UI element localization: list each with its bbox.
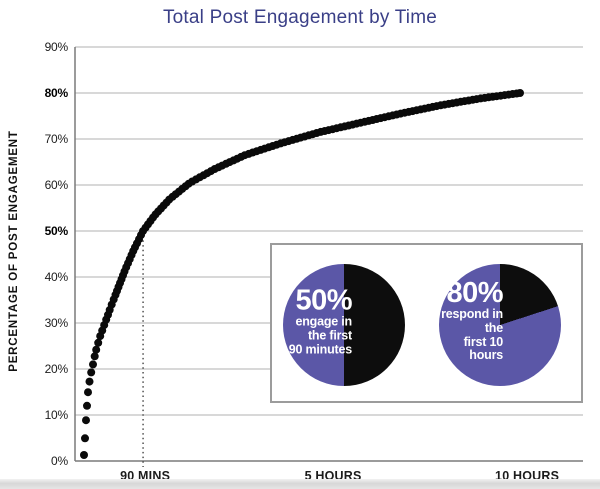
pie-disc	[439, 264, 561, 386]
y-tick-label-30: 30%	[44, 316, 69, 330]
y-tick-label-40: 40%	[44, 270, 69, 284]
y-tick-label-50: 50%	[44, 224, 69, 238]
pie-caption-line: engage in	[295, 314, 352, 329]
pie-inset-panel: 50% engage in the first 90 minutes 80% res…	[270, 243, 583, 403]
y-tick-label-80: 80%	[44, 86, 69, 100]
y-tick-label-0: 0%	[51, 454, 68, 468]
pie-caption: 50% engage in the first 90 minutes	[288, 284, 353, 356]
pie-value-label: 50%	[295, 284, 352, 317]
pie-caption-line: the first	[307, 328, 352, 343]
pie-caption-line: hours	[469, 348, 503, 363]
pie-value-label: 80%	[446, 276, 503, 309]
y-tick-label-10: 10%	[44, 408, 69, 422]
pie-caption-line: respond in	[441, 306, 503, 321]
pie-caption-line: 90 minutes	[288, 341, 353, 356]
pie-caption-lines: respond in the first 10 hours	[441, 306, 504, 363]
y-tick-label-90: 90%	[44, 40, 69, 54]
pie-caption-line: first 10	[463, 334, 504, 349]
bottom-border-strip	[0, 479, 600, 489]
pie-caption-line: the	[484, 320, 503, 335]
chart-title: Total Post Engagement by Time	[162, 7, 438, 28]
pie-respond-10-hours: 80% respond in the first 10 hours	[439, 264, 561, 386]
pie-caption: 80% respond in the first 10 hours	[441, 276, 504, 363]
y-tick-label-20: 20%	[44, 362, 69, 376]
y-tick-label-70: 70%	[44, 132, 69, 146]
pie-disc	[283, 264, 405, 386]
pie-caption-lines: engage in the first 90 minutes	[288, 314, 353, 356]
pie-engage-90-minutes: 50% engage in the first 90 minutes	[283, 264, 405, 386]
y-tick-label-60: 60%	[44, 178, 69, 192]
